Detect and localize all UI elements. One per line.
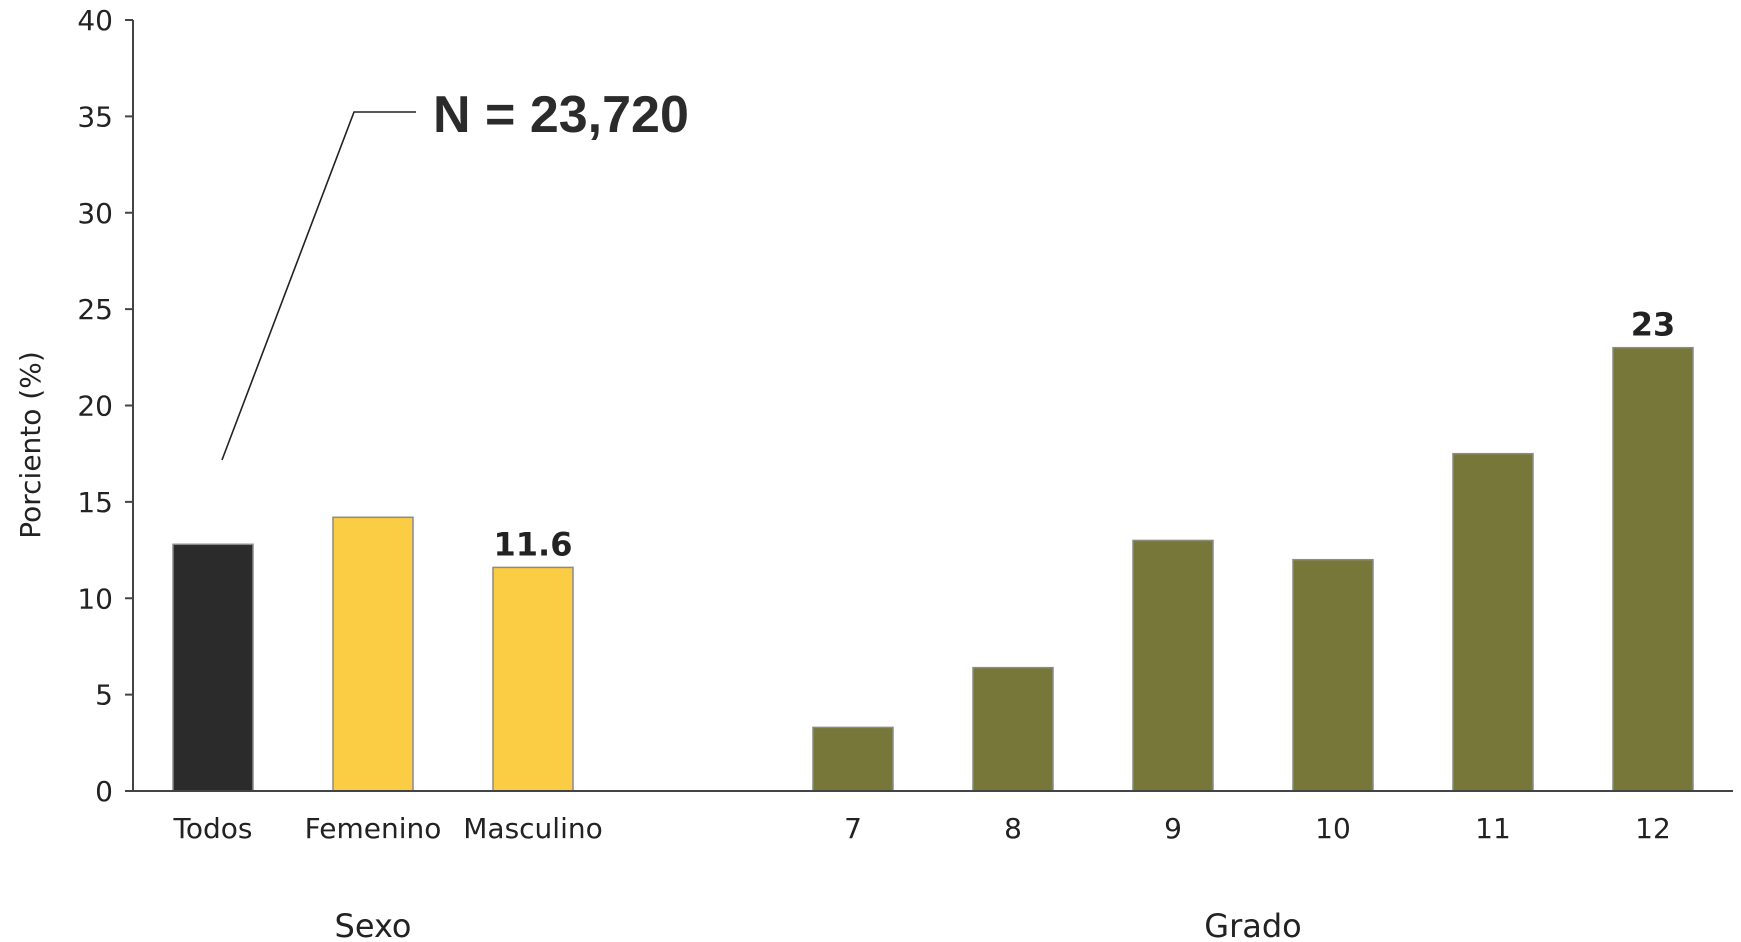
y-tick-label: 5 — [95, 679, 113, 712]
bars — [172, 346, 1694, 792]
x-tick-label: Femenino — [305, 812, 442, 845]
y-tick-label: 10 — [77, 582, 113, 615]
bar-Femenino — [332, 516, 414, 792]
bar-10 — [1292, 558, 1374, 792]
group-label: Grado — [1204, 907, 1301, 942]
x-tick-label: Todos — [173, 812, 253, 845]
bar-7 — [812, 726, 894, 792]
x-tick-label: 10 — [1315, 812, 1351, 845]
x-tick-label: 7 — [844, 812, 862, 845]
annotation: N = 23,720 — [221, 86, 689, 461]
y-tick-label: 30 — [77, 197, 113, 230]
group-labels: Sexo Grado — [335, 907, 1302, 942]
annotation-leader-line — [221, 111, 416, 461]
y-tick-label: 40 — [77, 4, 113, 37]
x-tick-label: 12 — [1635, 812, 1671, 845]
x-tick-label: Masculino — [463, 812, 602, 845]
bar-8 — [972, 666, 1054, 792]
x-tick-label: 8 — [1004, 812, 1022, 845]
annotation-text: N = 23,720 — [433, 86, 689, 144]
group-label: Sexo — [335, 907, 412, 942]
y-tick-label: 25 — [77, 293, 113, 326]
y-tick-label: 20 — [77, 390, 113, 423]
bar-11 — [1452, 452, 1534, 792]
y-tick-label: 0 — [95, 775, 113, 808]
data-label: 11.6 — [494, 525, 573, 563]
data-label: 23 — [1631, 306, 1676, 344]
bar-Todos — [172, 543, 254, 792]
y-axis: 0 5 10 15 20 25 30 35 40 — [77, 4, 134, 808]
bar-12 — [1612, 346, 1694, 792]
x-tick-label: 11 — [1475, 812, 1511, 845]
x-tick-label: 9 — [1164, 812, 1182, 845]
bar-9 — [1132, 539, 1214, 792]
y-tick-label: 35 — [77, 100, 113, 133]
bar-Masculino — [492, 566, 574, 792]
data-labels: 11.6 23 — [494, 306, 1676, 564]
y-tick-label: 15 — [77, 486, 113, 519]
y-axis-label: Porciento (%) — [14, 351, 47, 539]
category-labels: Todos Femenino Masculino 7 8 9 10 11 12 — [173, 812, 1671, 845]
